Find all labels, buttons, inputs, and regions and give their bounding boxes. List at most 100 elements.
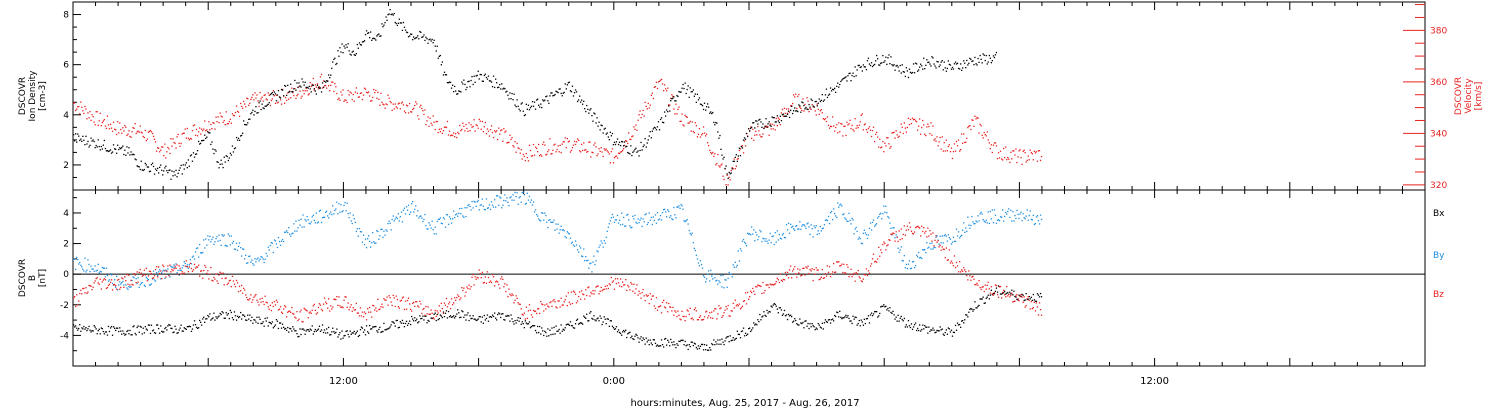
bz-point: [735, 300, 736, 301]
bx-point: [955, 325, 956, 326]
velocity-point: [86, 118, 87, 119]
by-point: [139, 287, 140, 288]
by-point: [202, 252, 203, 253]
by-point: [115, 287, 116, 288]
velocity-point: [957, 145, 958, 146]
bx-point: [756, 324, 757, 325]
bx-point: [453, 315, 454, 316]
bx-point: [929, 331, 930, 332]
ion-density-point: [509, 92, 510, 93]
velocity-point: [262, 97, 263, 98]
velocity-point: [391, 102, 392, 103]
bx-point: [267, 317, 268, 318]
by-point: [371, 242, 372, 243]
ion-density-point: [139, 166, 140, 167]
bz-point: [910, 227, 911, 228]
velocity-point: [649, 107, 650, 108]
velocity-point: [442, 133, 443, 134]
by-point: [667, 209, 668, 210]
bz-point: [230, 280, 231, 281]
bz-point: [567, 305, 568, 306]
ion-density-point: [693, 89, 694, 90]
bx-point: [288, 332, 289, 333]
velocity-point: [452, 135, 453, 136]
by-point: [564, 230, 565, 231]
by-point: [315, 222, 316, 223]
ion-density-point: [857, 69, 858, 70]
bz-point: [509, 294, 510, 295]
velocity-point: [936, 136, 937, 137]
velocity-point: [517, 143, 518, 144]
velocity-point: [647, 108, 648, 109]
ion-density-point: [403, 22, 404, 23]
bz-point: [279, 309, 280, 310]
velocity-point: [865, 123, 866, 124]
ion-density-point: [316, 93, 317, 94]
velocity-point: [983, 137, 984, 138]
bx-point: [509, 321, 510, 322]
bz-point: [921, 226, 922, 227]
velocity-point: [959, 151, 960, 152]
bx-point: [750, 331, 751, 332]
velocity-point: [622, 150, 623, 151]
bz-point: [568, 292, 569, 293]
bz-point: [825, 273, 826, 274]
bz-point: [1034, 302, 1035, 303]
velocity-point: [991, 144, 992, 145]
bz-point: [840, 265, 841, 266]
by-point: [362, 242, 363, 243]
velocity-point: [421, 108, 422, 109]
bz-point: [945, 257, 946, 258]
bz-point: [751, 292, 752, 293]
velocity-point: [104, 119, 105, 120]
ion-density-point: [76, 142, 77, 143]
velocity-point: [849, 120, 850, 121]
bx-point: [286, 330, 287, 331]
bz-point: [782, 281, 783, 282]
velocity-point: [1025, 152, 1026, 153]
by-point: [231, 235, 232, 236]
by-point: [394, 220, 395, 221]
ion-density-point: [153, 166, 154, 167]
by-point: [188, 268, 189, 269]
bx-point: [818, 323, 819, 324]
ion-density-point: [302, 81, 303, 82]
by-point: [948, 234, 949, 235]
velocity-point: [343, 101, 344, 102]
velocity-point: [340, 91, 341, 92]
velocity-point: [117, 121, 118, 122]
bx-point: [131, 334, 132, 335]
velocity-point: [123, 130, 124, 131]
bx-point: [271, 323, 272, 324]
ion-density-point: [731, 172, 732, 173]
bx-point: [742, 330, 743, 331]
velocity-point: [930, 122, 931, 123]
by-point: [946, 236, 947, 237]
by-point: [880, 213, 881, 214]
ion-density-point: [683, 88, 684, 89]
bx-point: [590, 311, 591, 312]
ion-density-point: [184, 168, 185, 169]
by-point: [587, 260, 588, 261]
ion-density-point: [821, 100, 822, 101]
by-point: [873, 220, 874, 221]
bx-point: [638, 342, 639, 343]
bz-point: [345, 297, 346, 298]
velocity-point: [201, 129, 202, 130]
ion-density-point: [680, 91, 681, 92]
by-point: [222, 234, 223, 235]
y-tick-label-left: 2: [63, 161, 69, 171]
velocity-point: [786, 108, 787, 109]
bx-point: [296, 333, 297, 334]
velocity-point: [400, 108, 401, 109]
bx-point: [602, 324, 603, 325]
bz-point: [889, 240, 890, 241]
bx-point: [85, 327, 86, 328]
bz-point: [1017, 298, 1018, 299]
bz-point: [248, 299, 249, 300]
bz-point: [630, 282, 631, 283]
bx-point: [620, 333, 621, 334]
velocity-point: [919, 118, 920, 119]
by-point: [915, 265, 916, 266]
y-tick-label-right: 340: [1430, 129, 1447, 139]
